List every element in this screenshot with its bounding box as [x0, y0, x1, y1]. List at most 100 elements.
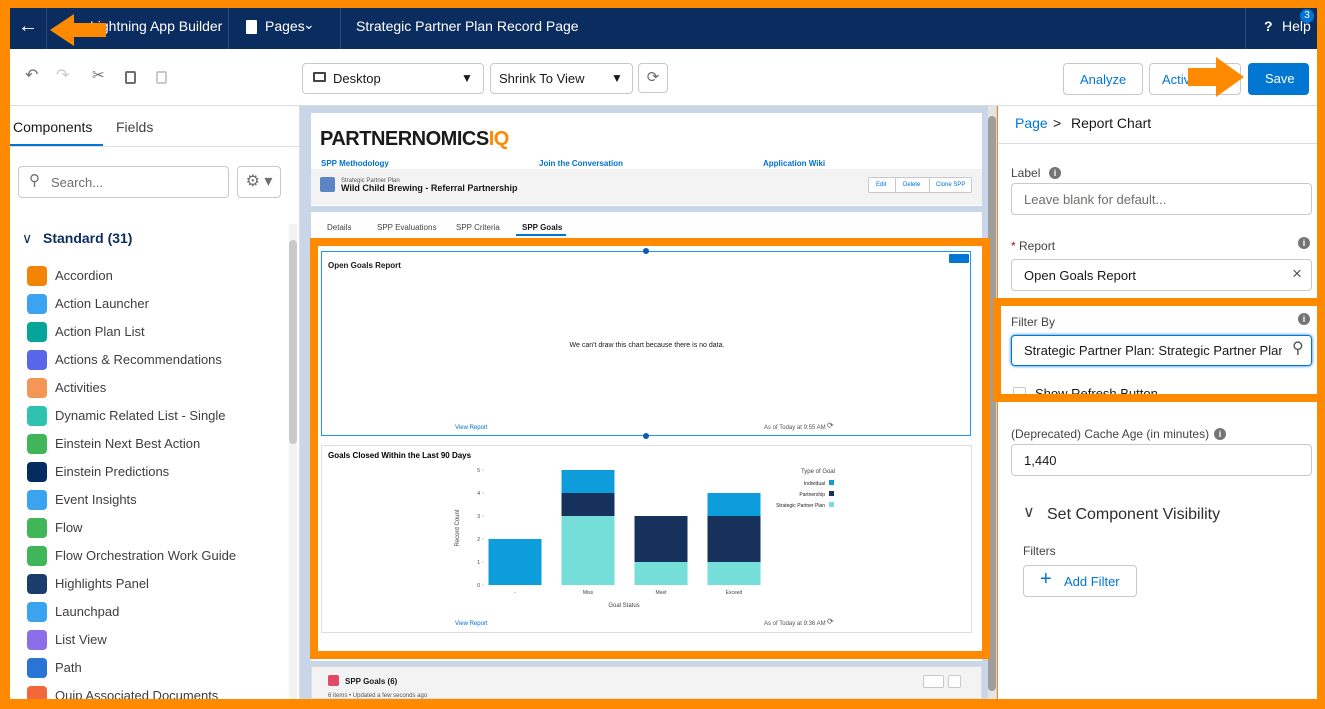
- arrow-shape: [1188, 57, 1244, 97]
- component-icon: [27, 434, 47, 454]
- component-item[interactable]: Flow Orchestration Work Guide: [55, 548, 237, 563]
- component-item[interactable]: Action Launcher: [55, 296, 149, 311]
- clear-icon[interactable]: ×: [1292, 264, 1302, 283]
- chart-title: Goals Closed Within the Last 90 Days: [328, 451, 472, 460]
- field-label: (Deprecated) Cache Age (in minutes): [1011, 427, 1210, 441]
- component-item[interactable]: Activities: [55, 380, 107, 395]
- left-panel: Components Fields ⚲ Search... ⚙ ▾ ∨ Stan…: [10, 106, 300, 699]
- tab[interactable]: SPP Goals: [522, 223, 563, 232]
- link[interactable]: Join the Conversation: [539, 159, 624, 168]
- bar-segment: [488, 539, 542, 585]
- search-icon-bg: [1282, 336, 1311, 365]
- tab[interactable]: SPP Evaluations: [377, 223, 437, 232]
- help-icon: ?: [1264, 18, 1273, 34]
- action[interactable]: Delete: [903, 182, 921, 188]
- analyze-button[interactable]: Analyze: [1063, 63, 1143, 95]
- component-item[interactable]: Dynamic Related List - Single: [55, 408, 226, 423]
- tab-underline: [516, 234, 566, 236]
- component-item[interactable]: Accordion: [55, 268, 113, 283]
- desktop-icon: [313, 72, 326, 82]
- cut[interactable]: ✂: [92, 67, 105, 84]
- add-filter-button[interactable]: + Add Filter: [1023, 565, 1137, 597]
- component-item[interactable]: Einstein Next Best Action: [55, 436, 201, 451]
- refresh-icon[interactable]: ⟳: [827, 617, 834, 626]
- link[interactable]: Application Wiki: [763, 159, 826, 168]
- component-item[interactable]: Highlights Panel: [55, 576, 149, 591]
- y-tick-label: 3: [477, 514, 480, 520]
- pages-icon: [246, 20, 257, 34]
- paste[interactable]: [156, 71, 167, 84]
- report-card: Goals Closed Within the Last 90 Days Rec…: [321, 445, 972, 633]
- undo[interactable]: ↶: [25, 67, 39, 84]
- chart: Goals Closed Within the Last 90 Days Rec…: [328, 451, 835, 609]
- header-card: PARTNERNOMICSIQ SPP Methodology Join the…: [311, 113, 982, 206]
- legend-swatch: [829, 491, 834, 496]
- copy[interactable]: [125, 71, 136, 84]
- arrow-right: [1188, 57, 1244, 97]
- view-report[interactable]: View Report: [455, 621, 488, 627]
- highlight-box: [310, 238, 990, 659]
- divider: [998, 143, 1317, 144]
- toolbar: ↶ ↷ ✂ Desktop ▼ Shrink To View ▼ ⟳ Analy…: [10, 49, 1317, 106]
- component-item[interactable]: Einstein Predictions: [55, 464, 170, 479]
- refresh-icon[interactable]: ⟳: [827, 421, 834, 430]
- component-controls[interactable]: [949, 254, 969, 263]
- separator: [46, 8, 47, 49]
- search-box[interactable]: ⚲ Search...: [18, 166, 229, 198]
- legend-swatch: [829, 480, 834, 485]
- component-item[interactable]: Flow: [55, 520, 83, 535]
- app-name: Lightning App Builder: [90, 18, 223, 34]
- related-list: SPP Goals (6) 6 items • Updated a few se…: [311, 666, 982, 699]
- tab[interactable]: SPP Criteria: [456, 223, 500, 232]
- tab-fields[interactable]: Fields: [116, 119, 154, 135]
- view-select[interactable]: Shrink To View ▼: [490, 63, 633, 94]
- top-bar: ← Lightning App Builder Pages ⌄ Strategi…: [10, 8, 1317, 49]
- refresh-button[interactable]: [948, 675, 961, 688]
- filter-input[interactable]: Strategic Partner Plan: Strategic Partne…: [1011, 335, 1312, 366]
- breadcrumb-page[interactable]: Page: [1015, 115, 1048, 131]
- action-group: Edit Delete Clone SPP: [868, 177, 972, 193]
- component-item[interactable]: Path: [55, 660, 82, 675]
- y-tick-label: 1: [477, 560, 480, 566]
- filter-value: Strategic Partner Plan: Strategic Partne…: [1024, 343, 1286, 358]
- back-button[interactable]: ←: [18, 15, 38, 37]
- report-input[interactable]: Open Goals Report ×: [1011, 259, 1312, 291]
- refresh-button[interactable]: ⟳: [638, 63, 668, 93]
- x-tick-label: Miss: [583, 590, 594, 596]
- menu-button[interactable]: [923, 675, 944, 688]
- arrow-left: [50, 14, 106, 46]
- bar-segment: [707, 516, 761, 562]
- redo[interactable]: ↷: [56, 67, 70, 84]
- action[interactable]: Clone SPP: [936, 182, 966, 188]
- view-report[interactable]: View Report: [455, 425, 488, 431]
- record-band: Strategic Partner Plan Wild Child Brewin…: [311, 169, 982, 205]
- section-title[interactable]: Set Component Visibility: [1047, 506, 1221, 523]
- plus-icon: +: [1040, 568, 1052, 590]
- component-item[interactable]: Event Insights: [55, 492, 137, 507]
- label-input[interactable]: Leave blank for default...: [1011, 183, 1312, 215]
- component-icon: [27, 406, 47, 426]
- tab[interactable]: Details: [327, 223, 352, 232]
- bar-segment: [634, 516, 688, 562]
- component-item[interactable]: Quip Associated Documents: [55, 688, 219, 699]
- tab-components[interactable]: Components: [13, 119, 93, 135]
- component-item[interactable]: Action Plan List: [55, 324, 145, 339]
- component-item[interactable]: List View: [55, 632, 107, 647]
- save-button[interactable]: Save: [1248, 63, 1309, 95]
- component-item[interactable]: Launchpad: [55, 604, 120, 619]
- legend-title: Type of Goal: [801, 469, 835, 475]
- component-item[interactable]: Actions & Recommendations: [55, 352, 222, 367]
- settings-button[interactable]: ⚙ ▾: [237, 166, 281, 198]
- record-name: Wild Child Brewing - Referral Partnershi…: [341, 183, 518, 193]
- form-factor-select[interactable]: Desktop ▼: [302, 63, 484, 94]
- section-title[interactable]: Standard (31): [43, 230, 133, 246]
- pages-menu[interactable]: Pages: [265, 18, 305, 34]
- y-tick-label: 5: [477, 468, 480, 474]
- cache-input[interactable]: 1,440: [1011, 444, 1312, 476]
- component-icon: [27, 630, 47, 650]
- section-chevron: ∨: [22, 230, 33, 246]
- link[interactable]: SPP Methodology: [321, 159, 389, 168]
- action[interactable]: Edit: [876, 182, 887, 188]
- bar-segment: [561, 470, 615, 493]
